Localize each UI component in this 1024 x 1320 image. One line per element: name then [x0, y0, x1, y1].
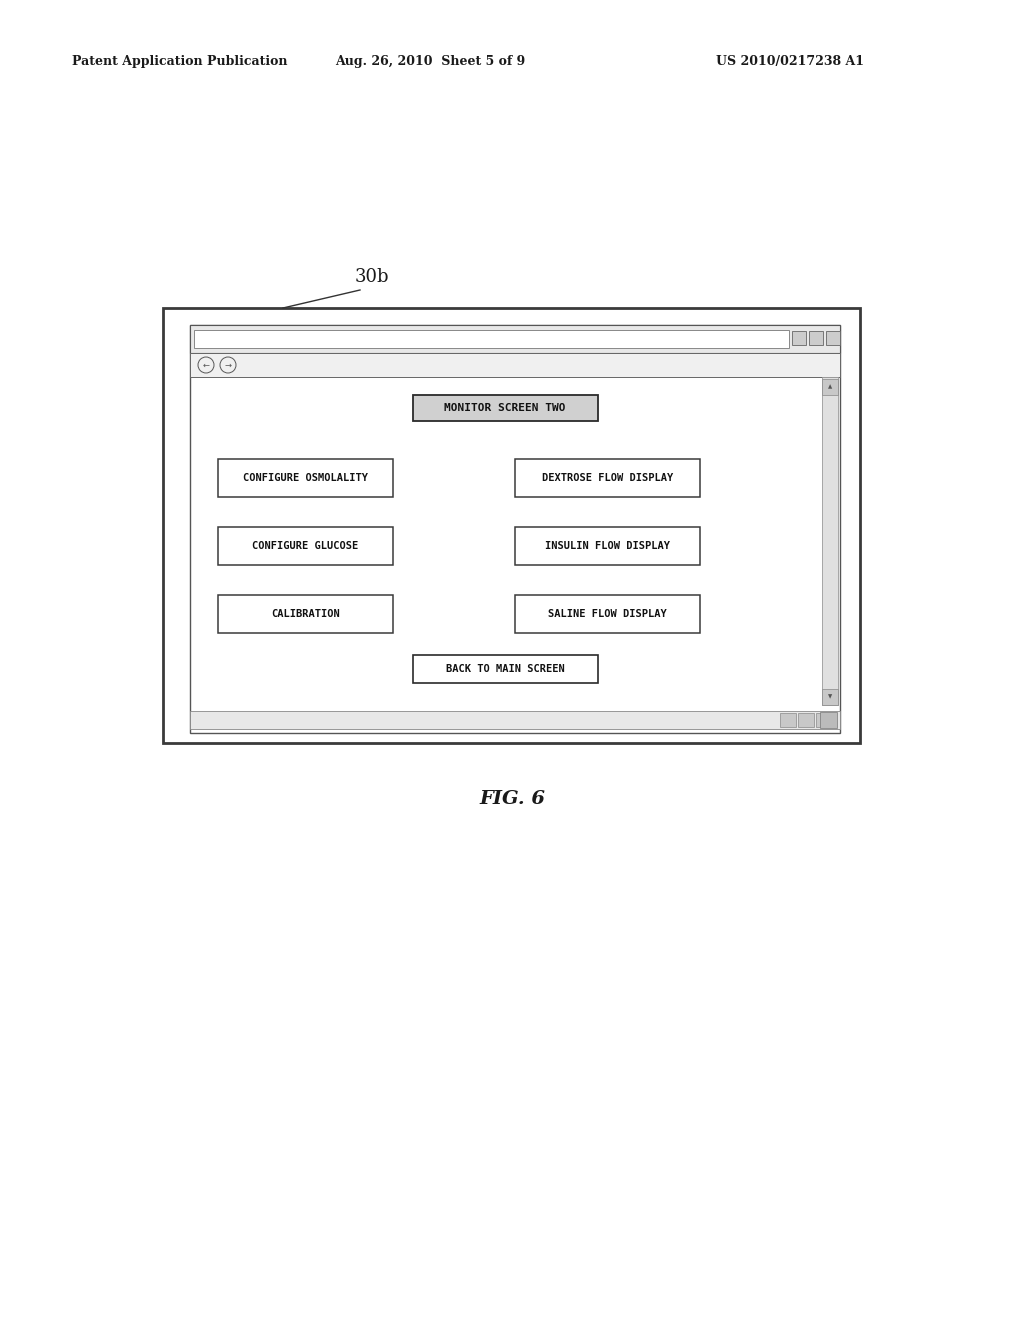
Text: CONFIGURE OSMOLALITY: CONFIGURE OSMOLALITY	[243, 473, 368, 483]
Bar	[218, 527, 393, 565]
Bar	[809, 331, 823, 345]
Text: 30b: 30b	[355, 268, 389, 286]
Bar	[816, 713, 831, 727]
Text: Patent Application Publication: Patent Application Publication	[72, 55, 288, 69]
Bar	[218, 459, 393, 498]
Bar	[820, 711, 837, 729]
Bar	[826, 331, 840, 345]
Bar	[190, 325, 840, 733]
Bar	[515, 595, 700, 634]
Bar	[822, 379, 838, 395]
Text: SALINE FLOW DISPLAY: SALINE FLOW DISPLAY	[548, 609, 667, 619]
Text: INSULIN FLOW DISPLAY: INSULIN FLOW DISPLAY	[545, 541, 670, 550]
Bar	[413, 655, 597, 682]
Text: ←: ←	[203, 360, 210, 370]
Bar	[780, 713, 796, 727]
Bar	[515, 459, 700, 498]
Bar	[413, 395, 597, 421]
Text: FIG. 6: FIG. 6	[479, 789, 545, 808]
Bar	[822, 689, 838, 705]
Text: US 2010/0217238 A1: US 2010/0217238 A1	[716, 55, 864, 69]
Text: →: →	[224, 360, 231, 370]
Bar	[194, 330, 790, 348]
Bar	[822, 378, 838, 705]
Text: CONFIGURE GLUCOSE: CONFIGURE GLUCOSE	[252, 541, 358, 550]
Bar	[798, 713, 814, 727]
Text: Aug. 26, 2010  Sheet 5 of 9: Aug. 26, 2010 Sheet 5 of 9	[335, 55, 525, 69]
Bar	[515, 527, 700, 565]
Text: BACK TO MAIN SCREEN: BACK TO MAIN SCREEN	[445, 664, 564, 675]
Text: ▼: ▼	[827, 694, 833, 700]
Bar	[163, 308, 860, 743]
Bar	[190, 711, 840, 729]
Text: DEXTROSE FLOW DISPLAY: DEXTROSE FLOW DISPLAY	[542, 473, 673, 483]
Bar	[190, 325, 840, 352]
Text: CALIBRATION: CALIBRATION	[271, 609, 340, 619]
Bar	[190, 352, 840, 378]
Bar	[792, 331, 806, 345]
Bar	[218, 595, 393, 634]
Text: MONITOR SCREEN TWO: MONITOR SCREEN TWO	[444, 403, 565, 413]
Text: ▲: ▲	[827, 384, 833, 389]
